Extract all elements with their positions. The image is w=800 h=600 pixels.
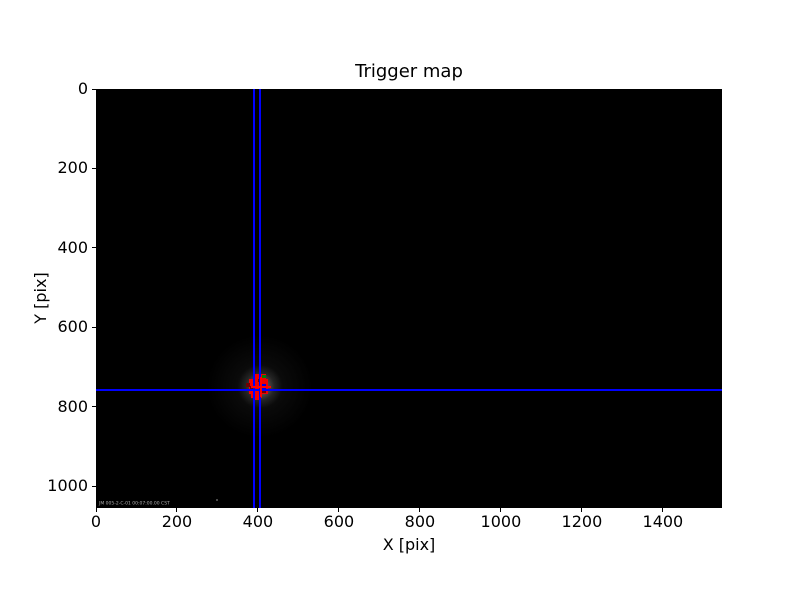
x-tick-mark [662,508,664,512]
x-tick-mark [176,508,178,512]
trigger-pixel [262,374,267,379]
x-axis-label: X [pix] [382,535,436,554]
x-tick-label: 1000 [480,512,522,531]
x-tick-mark [419,508,421,512]
y-tick-mark [92,247,96,249]
y-tick-mark [92,326,96,328]
y-tick-mark [92,406,96,408]
timestamp-overlay: JM 005-2-C-01 00:07:00.00 CST [99,501,170,506]
marker-vline [258,89,261,508]
x-tick-mark [338,508,340,512]
y-tick-label: 200 [57,158,88,178]
source-cross-v [259,376,262,397]
x-tick-label: 0 [90,512,102,531]
y-tick-label: 600 [57,317,88,337]
x-tick-mark [95,508,97,512]
x-tick-mark [257,508,259,512]
x-tick-label: 1200 [561,512,603,531]
x-tick-mark [500,508,502,512]
x-tick-label: 200 [161,512,193,531]
y-tick-label: 400 [57,237,88,257]
trigger-pixel [249,386,256,392]
x-tick-label: 400 [242,512,274,531]
x-tick-label: 600 [323,512,355,531]
y-tick-label: 0 [77,79,88,98]
x-tick-mark [581,508,583,512]
trigger-pixel [251,393,262,398]
trigger-pixel [255,397,260,400]
y-tick-mark [92,167,96,169]
y-tick-label: 1000 [47,476,88,496]
y-tick-mark [92,88,96,90]
trigger-pixel [245,382,251,388]
y-tick-label: 800 [57,396,88,416]
plot-area: JM 005-2-C-01 00:07:00.00 CST [96,89,722,508]
marker-vline [253,89,256,508]
faint-star-dot [215,499,218,502]
y-tick-mark [92,485,96,487]
x-tick-label: 1400 [642,512,684,531]
marker-hline [96,389,722,392]
plot-title: Trigger map [355,61,463,82]
x-tick-label: 800 [404,512,436,531]
